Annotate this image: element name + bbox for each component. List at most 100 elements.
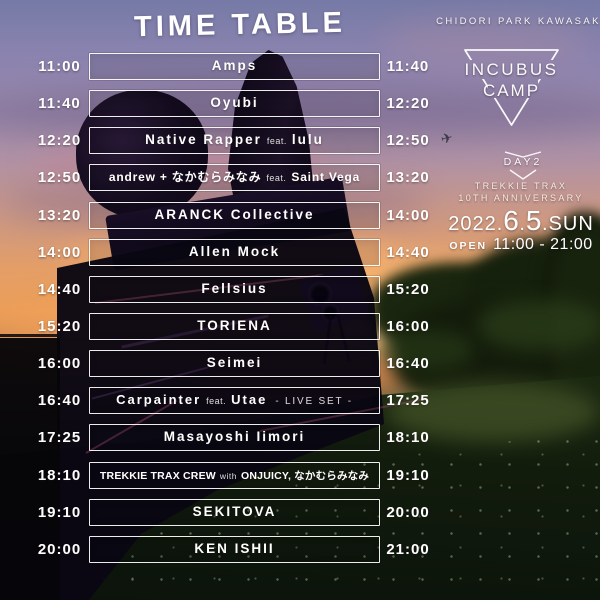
open-hours-value: 11:00 - 21:00 [493, 236, 593, 253]
artist-box: SEKITOVA [89, 498, 380, 526]
start-time: 19:10 [37, 503, 82, 521]
open-hours-line: OPEN 11:00 - 21:00 [430, 236, 600, 254]
artist-box: Carpainter feat. Utae - LIVE SET - [89, 387, 380, 415]
timetable-row: 12:50 andrew + なかむらみなみ feat. Saint Vega 13… [30, 159, 436, 196]
end-time: 21:00 [386, 540, 430, 558]
grass-field-highlight [385, 382, 600, 442]
date-part: SUN [548, 213, 594, 235]
artist-box: andrew + なかむらみなみ feat. Saint Vega [89, 164, 380, 192]
series-line1: TREKKIE TRAX [474, 181, 568, 191]
artist-box: Amps [89, 53, 380, 81]
date-part: . [519, 213, 526, 235]
logo-triangle-icon [464, 49, 559, 126]
start-time: 11:40 [38, 95, 81, 113]
open-label: OPEN [449, 240, 488, 252]
start-time: 14:40 [37, 280, 82, 298]
artist-name-part: with [219, 470, 238, 481]
artist-box: ARANCK Collective [89, 201, 380, 229]
start-time: 20:00 [37, 540, 82, 558]
end-time: 18:10 [386, 429, 430, 447]
start-time: 11:00 [38, 58, 81, 76]
date-part: 6 [503, 205, 520, 236]
artist-box: Allen Mock [89, 238, 380, 266]
end-time: 20:00 [386, 503, 430, 521]
venue-label: CHIDORI PARK KAWASAKI [436, 16, 600, 27]
artist-box: TREKKIE TRAX CREW with ONJUICY, なかむらみなみ [89, 461, 380, 489]
series-line2: 10TH ANNIVERSARY [458, 192, 584, 203]
timetable-row: 15:20 TORIENA 16:00 [30, 308, 436, 345]
tree-silhouette [378, 330, 473, 370]
timetable-row: 19:10 SEKITOVA 20:00 [30, 494, 436, 531]
start-time: 15:20 [37, 318, 82, 336]
artist-name-part: feat. [266, 136, 287, 147]
artist-name-part: andrew + なかむらみなみ [108, 170, 262, 185]
end-time: 19:10 [386, 466, 430, 484]
artist-name-part: KEN ISHII [194, 540, 275, 556]
artist-name-part: Native Rapper [145, 132, 262, 148]
timetable-row: 11:00 Amps 11:40 [30, 48, 436, 85]
logo-line2: CAMP [482, 81, 541, 100]
incubus-camp-logo: INCUBUS CAMP [455, 40, 600, 140]
event-date: 2022.6.5.SUN [430, 206, 600, 241]
artist-name-part: Seimei [206, 355, 263, 371]
artist-name-part: SEKITOVA [192, 503, 277, 519]
end-time: 17:25 [386, 392, 430, 410]
start-time: 18:10 [37, 466, 82, 484]
end-time: 12:20 [386, 95, 430, 113]
start-time: 16:00 [37, 355, 82, 373]
timetable-row: 17:25 Masayoshi Iimori 18:10 [30, 419, 436, 456]
start-time: 12:20 [37, 132, 82, 150]
artist-name-part: Carpainter [116, 392, 202, 408]
artist-name-part: Allen Mock [188, 243, 281, 259]
timetable-row: 14:40 Fellsius 15:20 [30, 271, 436, 308]
end-time: 13:20 [386, 169, 430, 187]
airplane-icon: ✈ [439, 128, 455, 148]
poster-title: TIME TABLE [133, 6, 347, 44]
artist-box: Fellsius [89, 275, 380, 303]
artist-name-part: - LIVE SET - [275, 396, 353, 408]
day2-badge: DAY2 [488, 148, 558, 182]
artist-name-part: TREKKIE TRAX CREW [99, 469, 216, 482]
timetable-row: 12:20 Native Rapper feat. lulu 12:50 [30, 122, 436, 159]
date-part: 2022. [448, 213, 504, 235]
timetable-row: 16:00 Seimei 16:40 [30, 345, 436, 382]
timetable-row: 20:00 KEN ISHII 21:00 [30, 531, 436, 568]
artist-box: TORIENA [89, 313, 380, 341]
start-time: 14:00 [37, 243, 82, 261]
artist-name-part: feat. [266, 173, 287, 184]
artist-name-part: ARANCK Collective [154, 206, 315, 222]
timetable-row: 13:20 ARANCK Collective 14:00 [30, 197, 436, 234]
artist-name-part: feat. [206, 396, 227, 407]
end-time: 14:00 [386, 206, 430, 224]
start-time: 16:40 [37, 392, 82, 410]
timetable-row: 14:00 Allen Mock 14:40 [30, 234, 436, 271]
artist-name-part: TORIENA [197, 318, 272, 334]
logo-line1: INCUBUS [464, 60, 559, 79]
timetable-row: 16:40 Carpainter feat. Utae - LIVE SET - 17… [30, 382, 436, 419]
end-time: 15:20 [386, 280, 430, 298]
start-time: 12:50 [37, 169, 82, 187]
artist-name-part: Masayoshi Iimori [163, 429, 306, 445]
timetable-row: 11:40 Oyubi 12:20 [30, 85, 436, 122]
start-time: 13:20 [37, 206, 82, 224]
timetable: 11:00 Amps 11:40 11:40 Oyubi 12:20 12:20… [30, 48, 436, 568]
artist-box: Native Rapper feat. lulu [89, 127, 380, 155]
artist-box: Seimei [89, 350, 380, 378]
tree-silhouette [478, 300, 600, 350]
artist-box: Oyubi [89, 90, 380, 118]
artist-name-part: Oyubi [210, 95, 259, 111]
fence-rail-silhouette [0, 334, 63, 337]
end-time: 11:40 [386, 58, 430, 76]
timetable-row: 18:10 TREKKIE TRAX CREW with ONJUICY, なかむら… [30, 457, 436, 494]
artist-name-part: Saint Vega [291, 170, 361, 185]
day2-chevron-icon [504, 151, 542, 180]
day2-label: DAY2 [503, 155, 543, 168]
end-time: 12:50 [386, 132, 430, 150]
artist-box: Masayoshi Iimori [89, 424, 380, 452]
artist-name-part: ONJUICY, なかむらみなみ [241, 469, 370, 482]
artist-box: KEN ISHII [89, 535, 380, 563]
start-time: 17:25 [37, 429, 82, 447]
artist-name-part: Amps [211, 58, 258, 74]
fence-silhouette [0, 338, 60, 600]
